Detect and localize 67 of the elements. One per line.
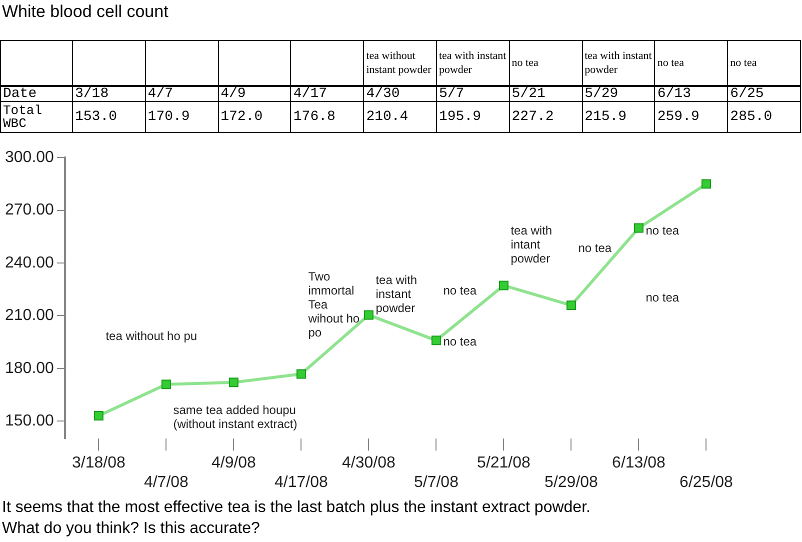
text: Date [0,86,72,102]
point [228,378,238,388]
x-tick-label: 6/13/08 [612,454,666,472]
point [161,380,171,390]
y-tick-label: 150.00 [5,412,54,430]
annotation: same tea added houpu (without instant extract) [173,402,298,431]
text: 4/30 [364,86,436,102]
text: 227.2 [509,102,582,132]
text: no tea [654,40,728,86]
annotation: no tea [578,241,612,256]
annotation: no tea [443,334,477,348]
annotation: tea with intant powder [510,224,552,266]
annotation: no tea [646,224,680,238]
annotation: no tea [646,290,680,304]
x-tick-label: 6/25/08 [680,474,734,491]
text: 5/21 [509,86,582,102]
x-tick-label: 4/17/08 [274,474,328,491]
text: It seems that the most effective tea is the last batch plus the instant extract powder. [2,498,590,518]
y-tick-label: 210.00 [5,307,54,324]
text: no tea [509,40,582,86]
text: 259.9 [654,102,728,132]
text: 195.9 [436,102,510,132]
y-tick-label: 300.00 [5,149,54,166]
point [702,179,711,189]
y-tick-label: 270.00 [5,202,54,219]
text: 6/13 [654,86,728,102]
text: What do you think? Is this accurate? [2,519,261,539]
text: 170.9 [145,102,218,132]
point [566,300,576,310]
text: 4/7 [145,86,218,102]
x-tick-label: 4/9/08 [211,454,256,472]
x-tick-label: 3/18/08 [72,454,126,472]
text: 215.9 [582,102,655,132]
point [634,223,644,233]
annotation: no tea [443,283,477,298]
x-tick-label: 5/29/08 [544,474,598,491]
point [94,411,104,421]
text: 153.0 [72,102,146,132]
y-tick-label: 180.00 [5,360,54,377]
text: 285.0 [728,102,800,132]
chart-title: White blood cell count [2,2,168,22]
text: 3/18 [72,86,146,102]
annotation: tea with instant powder [376,272,418,315]
x-tick-label: 4/30/08 [342,454,396,472]
annotation: Two immortal Tea wihout ho po [307,269,360,340]
point [498,280,508,290]
annotation: tea without ho pu [106,329,198,344]
point [431,336,441,346]
text: 176.8 [290,102,364,132]
text: no tea [728,40,800,86]
point [296,369,306,379]
text: 6/25 [728,86,800,102]
text: tea without instant powder [364,40,436,86]
text: 4/9 [218,86,291,102]
x-tick-label: 5/7/08 [414,474,459,491]
x-tick-label: 4/7/08 [144,474,189,491]
y-tick-label: 240.00 [5,254,54,272]
text: 172.0 [218,102,291,132]
text: 4/17 [290,86,364,102]
x-tick-label: 5/21/08 [477,454,531,472]
text: 210.4 [364,102,436,132]
text: Total WBC [0,102,72,132]
point [364,310,374,320]
text: 5/7 [436,86,510,102]
text: 5/29 [582,86,655,102]
text: tea with instant powder [582,40,655,86]
text: tea with instant powder [436,40,510,86]
